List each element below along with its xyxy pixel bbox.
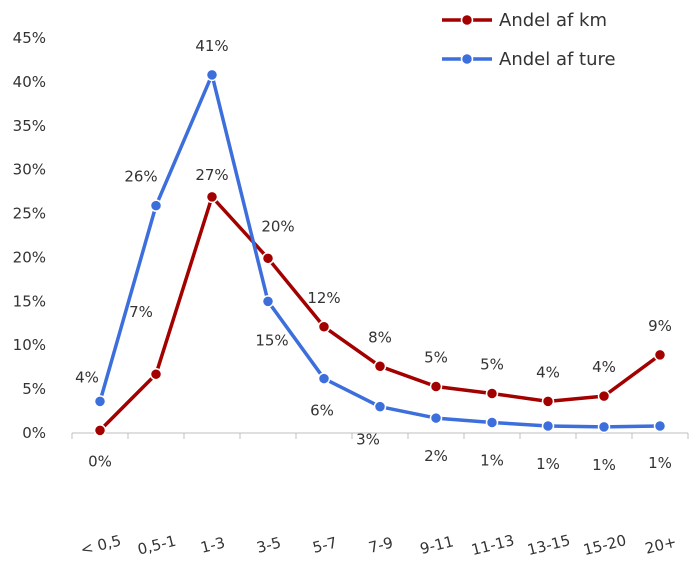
- legend: Andel af km Andel af ture: [442, 10, 616, 70]
- y-tick-label: 15%: [13, 292, 46, 310]
- series-point: [149, 367, 163, 381]
- series-point: [317, 372, 331, 385]
- y-tick-label: 5%: [22, 380, 46, 398]
- data-label: 15%: [255, 331, 288, 349]
- series-point: [597, 389, 611, 403]
- legend-marker-1: [460, 52, 474, 66]
- data-label: 4%: [75, 368, 99, 386]
- x-tick-label: 15-20: [581, 531, 628, 559]
- x-tick-label: 0,5-1: [136, 532, 178, 559]
- series-point: [261, 295, 275, 308]
- data-label: 5%: [480, 356, 504, 374]
- x-tick-label: 1-3: [199, 533, 227, 556]
- y-tick-label: 35%: [13, 117, 46, 135]
- series-point: [653, 348, 667, 362]
- data-label: 26%: [124, 168, 157, 186]
- legend-label-1: Andel af ture: [499, 49, 616, 70]
- series-point: [485, 416, 499, 429]
- y-tick-label: 30%: [13, 161, 46, 179]
- series-line-0: [98, 195, 662, 433]
- series-point: [93, 424, 107, 437]
- data-label: 0%: [88, 452, 112, 470]
- data-label: 3%: [356, 431, 380, 449]
- y-tick-label: 0%: [22, 424, 46, 442]
- data-label: 20%: [261, 217, 294, 235]
- data-label: 9%: [648, 317, 672, 335]
- series-point: [149, 199, 163, 212]
- data-label: 41%: [195, 37, 228, 55]
- data-label: 1%: [480, 451, 504, 469]
- series-point: [205, 68, 219, 82]
- series-point: [93, 395, 107, 408]
- x-tick-label: 5-7: [311, 533, 339, 556]
- data-label: 6%: [310, 402, 334, 420]
- x-tick-label: 13-15: [525, 531, 572, 559]
- series-point: [541, 419, 555, 433]
- data-label: 12%: [307, 289, 340, 307]
- series-point: [261, 252, 275, 265]
- series-point: [541, 395, 555, 408]
- y-tick-label: 40%: [13, 73, 46, 91]
- series-point: [429, 411, 443, 425]
- x-tick-label: 9-11: [418, 532, 455, 558]
- y-tick-label: 20%: [13, 248, 46, 266]
- series-point: [205, 190, 219, 204]
- x-tick-label: 3-5: [255, 533, 283, 556]
- data-label: 1%: [592, 456, 616, 474]
- x-tick-label: < 0,5: [79, 531, 123, 558]
- legend-label-0: Andel af km: [499, 10, 607, 31]
- x-tick-label: 11-13: [469, 531, 516, 559]
- series-point: [429, 380, 443, 393]
- data-labels: 0% 7% 27% 20% 12% 8% 5% 5% 4% 4% 9% 4% 26% 41% 15% 6% 3%…: [75, 37, 672, 474]
- axes: 0% 5% 10% 15% 20% 25% 30% 35% 40% 45% < 0,5 0,5-1 1-…: [13, 29, 689, 559]
- data-label: 4%: [592, 358, 616, 376]
- data-label: 7%: [129, 303, 153, 321]
- data-label: 2%: [424, 447, 448, 465]
- series-point: [485, 387, 499, 400]
- series-point: [653, 419, 667, 433]
- data-label: 27%: [195, 166, 228, 184]
- series-point: [317, 320, 331, 334]
- data-label: 8%: [368, 328, 392, 346]
- series-point: [373, 360, 387, 373]
- data-label: 1%: [648, 454, 672, 472]
- x-tick-label: 20+: [643, 533, 678, 558]
- series-layer: [93, 68, 667, 437]
- x-tick-label: 7-9: [367, 533, 395, 556]
- series-point: [373, 400, 387, 413]
- legend-marker-0: [460, 13, 474, 27]
- data-label: 4%: [536, 363, 560, 381]
- y-tick-label: 10%: [13, 336, 46, 354]
- series-line-1: [98, 73, 662, 429]
- data-label: 1%: [536, 455, 560, 473]
- y-tick-label: 45%: [13, 29, 46, 47]
- series-point: [597, 420, 611, 434]
- data-label: 5%: [424, 348, 448, 366]
- y-tick-label: 25%: [13, 205, 46, 223]
